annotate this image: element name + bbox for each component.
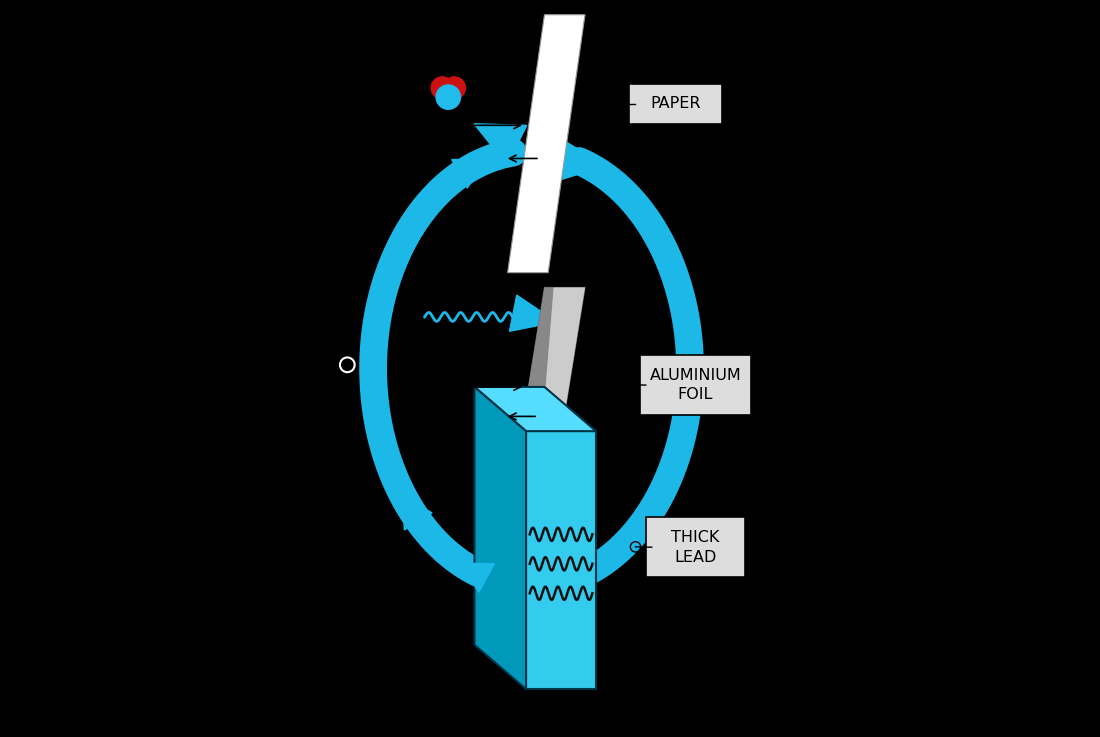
FancyBboxPatch shape [646,517,745,577]
Polygon shape [526,431,596,689]
Polygon shape [507,287,553,516]
FancyBboxPatch shape [629,84,722,124]
FancyBboxPatch shape [640,355,751,415]
Polygon shape [509,295,557,332]
Polygon shape [474,387,526,689]
Polygon shape [507,15,585,273]
Circle shape [431,77,453,99]
Polygon shape [403,495,432,530]
Polygon shape [452,159,486,188]
Polygon shape [551,136,605,183]
Text: ALUMINIUM
FOIL: ALUMINIUM FOIL [650,368,741,402]
Polygon shape [474,387,596,431]
Circle shape [436,85,461,109]
Polygon shape [487,554,542,601]
Text: THICK
LEAD: THICK LEAD [671,530,719,565]
Circle shape [443,77,465,99]
Polygon shape [507,287,585,516]
Text: PAPER: PAPER [650,97,701,111]
Polygon shape [474,124,527,165]
Polygon shape [460,563,494,593]
Polygon shape [536,287,585,516]
